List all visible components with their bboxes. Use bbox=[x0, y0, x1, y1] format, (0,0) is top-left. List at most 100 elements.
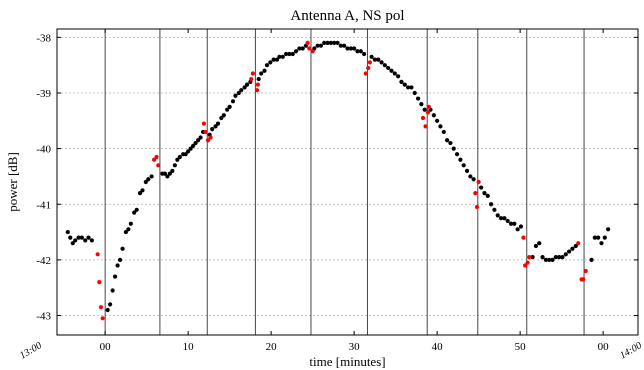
data-point bbox=[183, 152, 188, 157]
y-grid bbox=[57, 36, 638, 316]
data-point bbox=[143, 179, 148, 185]
y-tick-label: -43 bbox=[36, 311, 51, 323]
data-point bbox=[177, 154, 182, 160]
data-point bbox=[335, 40, 340, 46]
data-point bbox=[425, 110, 431, 115]
data-point bbox=[540, 255, 545, 260]
data-point bbox=[210, 127, 215, 132]
data-point bbox=[318, 43, 324, 48]
data-point bbox=[537, 241, 542, 246]
data-point bbox=[570, 246, 575, 251]
data-point bbox=[464, 168, 470, 173]
data-point bbox=[498, 216, 504, 221]
data-point bbox=[293, 49, 299, 54]
time-label: 13:00 bbox=[18, 340, 44, 361]
data-point bbox=[581, 277, 586, 282]
data-point bbox=[113, 274, 118, 279]
data-point bbox=[441, 129, 446, 135]
data-point bbox=[366, 65, 371, 71]
data-point bbox=[230, 99, 236, 104]
data-point bbox=[473, 191, 478, 196]
y-tick-label: -41 bbox=[36, 199, 51, 211]
data-point bbox=[386, 65, 391, 71]
x-axis-ticks: 00 10 20 30 40 50 00 bbox=[100, 29, 610, 353]
data-point bbox=[274, 57, 280, 62]
data-points bbox=[65, 40, 611, 321]
data-point bbox=[419, 102, 424, 107]
data-point bbox=[567, 249, 572, 254]
data-point bbox=[553, 255, 558, 260]
data-point bbox=[239, 88, 244, 93]
data-point bbox=[488, 202, 494, 207]
data-point bbox=[451, 146, 456, 151]
data-point bbox=[117, 257, 123, 262]
data-point bbox=[198, 135, 203, 140]
data-point bbox=[170, 168, 175, 173]
data-point bbox=[543, 257, 548, 262]
data-point bbox=[134, 207, 139, 212]
data-point bbox=[402, 82, 407, 87]
data-point bbox=[140, 188, 145, 193]
data-point bbox=[448, 140, 453, 146]
data-point bbox=[236, 90, 241, 96]
data-point bbox=[527, 255, 532, 260]
x-tick-label: 00 bbox=[598, 341, 610, 353]
data-point bbox=[89, 238, 94, 243]
data-point bbox=[196, 138, 201, 143]
x-axis-label: time [minutes] bbox=[309, 354, 385, 369]
data-point bbox=[79, 235, 84, 240]
data-point bbox=[167, 171, 172, 176]
data-point bbox=[108, 302, 113, 307]
y-tick-label: -38 bbox=[36, 32, 51, 44]
data-point bbox=[396, 74, 401, 79]
data-point bbox=[573, 243, 578, 249]
data-point bbox=[476, 179, 481, 185]
data-point bbox=[105, 307, 110, 313]
data-point bbox=[156, 163, 161, 168]
x-tick-label: 20 bbox=[266, 341, 278, 353]
data-point bbox=[461, 163, 466, 168]
data-point bbox=[512, 221, 517, 226]
data-point bbox=[175, 157, 180, 162]
data-point bbox=[399, 79, 404, 84]
data-point bbox=[332, 40, 337, 46]
data-point bbox=[233, 93, 238, 98]
data-point bbox=[268, 60, 273, 65]
data-point bbox=[203, 129, 208, 135]
data-point bbox=[172, 163, 177, 168]
data-point bbox=[518, 224, 524, 229]
data-point bbox=[550, 257, 555, 262]
data-point bbox=[355, 49, 360, 54]
data-point bbox=[405, 85, 411, 90]
data-point bbox=[599, 241, 604, 246]
data-point bbox=[533, 243, 539, 249]
time-label: 14:00 bbox=[618, 340, 644, 361]
data-point bbox=[100, 316, 105, 321]
data-point bbox=[454, 152, 460, 157]
data-point bbox=[435, 118, 440, 123]
data-point bbox=[149, 174, 154, 179]
data-point bbox=[95, 252, 100, 257]
data-point bbox=[83, 238, 88, 243]
data-point bbox=[530, 255, 535, 260]
data-point bbox=[495, 213, 500, 218]
data-point bbox=[188, 146, 193, 151]
data-point bbox=[244, 82, 250, 87]
data-point bbox=[310, 49, 315, 54]
y-tick-label: -39 bbox=[36, 88, 51, 100]
data-point bbox=[305, 40, 310, 46]
data-point bbox=[348, 46, 353, 51]
data-point bbox=[255, 82, 260, 87]
data-point bbox=[262, 68, 267, 73]
data-point bbox=[256, 76, 261, 82]
data-point bbox=[307, 46, 312, 51]
data-point bbox=[606, 227, 611, 232]
x-tick-label: 30 bbox=[349, 341, 361, 353]
data-point bbox=[479, 185, 484, 190]
data-point bbox=[98, 305, 104, 310]
data-point bbox=[186, 149, 191, 154]
data-point bbox=[409, 85, 414, 90]
data-point bbox=[471, 177, 476, 182]
data-point bbox=[431, 113, 436, 118]
